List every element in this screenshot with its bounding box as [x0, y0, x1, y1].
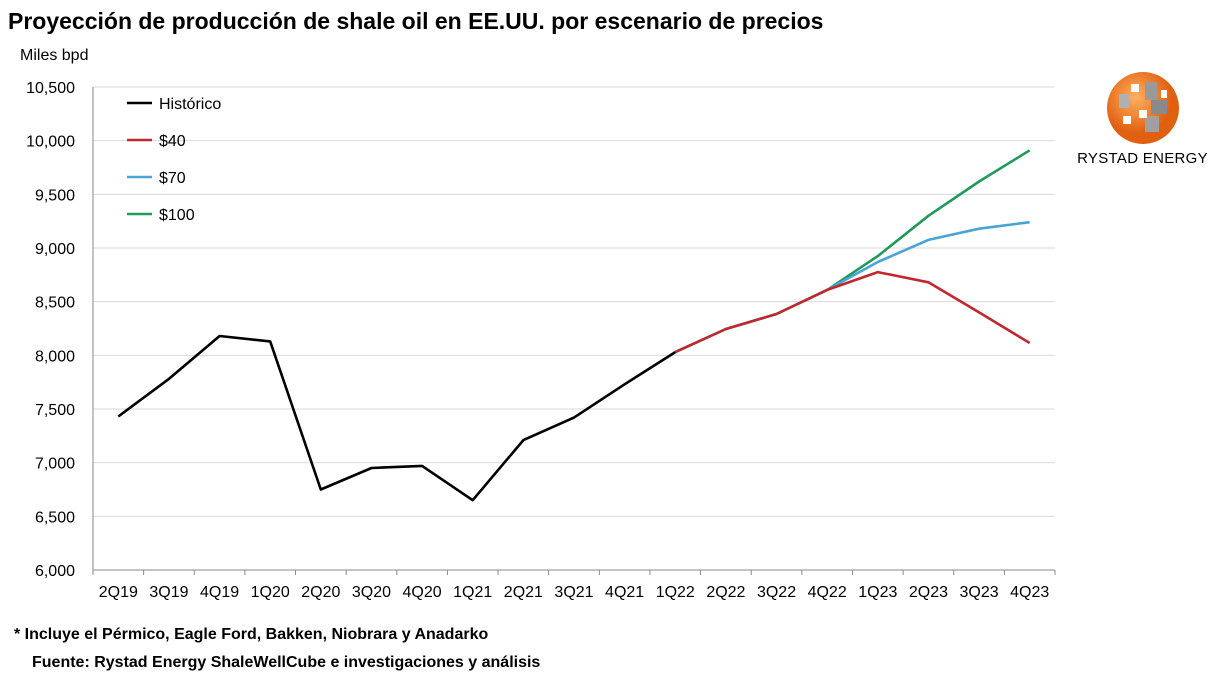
footnote: * Incluye el Pérmico, Eagle Ford, Bakken…: [14, 626, 489, 643]
x-tick-label: 4Q22: [808, 584, 847, 601]
x-tick-label: 2Q20: [301, 584, 340, 601]
chart-title: Proyección de producción de shale oil en…: [8, 8, 824, 34]
x-tick-label: 2Q22: [706, 584, 745, 601]
x-tick-label: 4Q19: [200, 584, 239, 601]
legend-label: $40: [159, 133, 186, 150]
x-tick-label: 2Q19: [99, 584, 138, 601]
x-tick-label: 4Q20: [403, 584, 442, 601]
y-tick-label: 7,500: [35, 402, 75, 419]
y-axis-label: Miles bpd: [20, 47, 89, 64]
logo-text: RYSTAD ENERGY: [1077, 150, 1208, 167]
x-tick-label: 1Q23: [858, 584, 897, 601]
y-tick-label: 7,000: [35, 456, 75, 473]
x-tick-label: 4Q21: [605, 584, 644, 601]
series-line-70: [674, 220, 1030, 354]
series-line-40: [674, 270, 1031, 354]
y-tick-label: 6,500: [35, 509, 75, 526]
x-tick-label: 3Q20: [352, 584, 391, 601]
y-tick-label: 8,500: [35, 295, 75, 312]
globe-logo-icon: [1106, 72, 1179, 144]
y-tick-label: 6,000: [35, 563, 75, 580]
series-line-histrico: [117, 334, 676, 502]
rystad-logo: RYSTAD ENERGY: [1075, 70, 1210, 167]
y-tick-label: 10,500: [26, 80, 75, 97]
legend-label: $100: [159, 207, 195, 224]
legend-label: $70: [159, 170, 186, 187]
series-line-100: [674, 149, 1031, 354]
x-tick-label: 2Q21: [504, 584, 543, 601]
x-tick-label: 3Q22: [757, 584, 796, 601]
x-tick-label: 3Q21: [554, 584, 593, 601]
y-tick-label: 9,500: [35, 187, 75, 204]
x-tick-label: 1Q22: [656, 584, 695, 601]
x-tick-label: 2Q23: [909, 584, 948, 601]
x-tick-label: 1Q20: [251, 584, 290, 601]
y-tick-label: 9,000: [35, 241, 75, 258]
x-tick-label: 3Q19: [149, 584, 188, 601]
x-tick-label: 1Q21: [453, 584, 492, 601]
source-note: Fuente: Rystad Energy ShaleWellCube e in…: [32, 654, 541, 671]
x-tick-label: 4Q23: [1010, 584, 1049, 601]
x-tick-label: 3Q23: [959, 584, 998, 601]
y-tick-label: 10,000: [26, 134, 75, 151]
y-tick-label: 8,000: [35, 348, 75, 365]
legend-label: Histórico: [159, 96, 221, 113]
